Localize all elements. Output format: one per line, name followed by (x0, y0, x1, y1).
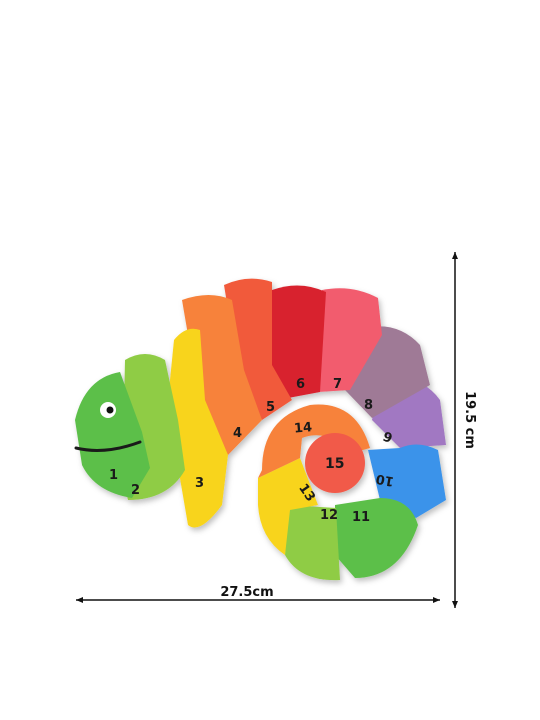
puzzle-piece-6 (268, 285, 326, 398)
chameleon-puzzle (75, 278, 446, 581)
puzzle-piece-13 (258, 458, 318, 555)
piece-number-12: 12 (320, 508, 338, 523)
piece-number-5: 5 (266, 400, 275, 415)
width-dimension: 27.5cm (76, 585, 440, 603)
puzzle-piece-14 (258, 404, 370, 478)
piece-number-11: 11 (352, 510, 370, 525)
piece-number-14: 14 (293, 420, 312, 437)
piece-number-4: 4 (233, 426, 242, 441)
puzzle-piece-7 (318, 288, 382, 392)
mouth-line (74, 440, 142, 452)
width-label: 27.5cm (220, 585, 273, 600)
height-label: 19.5 cm (462, 391, 477, 449)
piece-number-1: 1 (109, 468, 118, 483)
piece-number-9: 9 (381, 430, 395, 447)
puzzle-piece-11 (335, 498, 418, 578)
piece-number-8: 8 (364, 398, 373, 413)
puzzle-piece-12 (285, 505, 340, 581)
puzzle-piece-5 (224, 278, 292, 420)
puzzle-piece-1 (75, 372, 150, 498)
piece-number-15: 15 (325, 456, 344, 472)
piece-number-2: 2 (131, 483, 140, 498)
puzzle-piece-15 (305, 433, 365, 493)
piece-number-6: 6 (296, 377, 305, 392)
puzzle-piece-3 (168, 328, 228, 528)
piece-number-10: 10 (375, 471, 395, 489)
piece-number-3: 3 (195, 476, 204, 491)
chameleon-face (74, 402, 142, 452)
height-dimension: 19.5 cm (452, 252, 477, 608)
piece-number-7: 7 (333, 377, 342, 392)
puzzle-piece-4 (182, 295, 262, 455)
